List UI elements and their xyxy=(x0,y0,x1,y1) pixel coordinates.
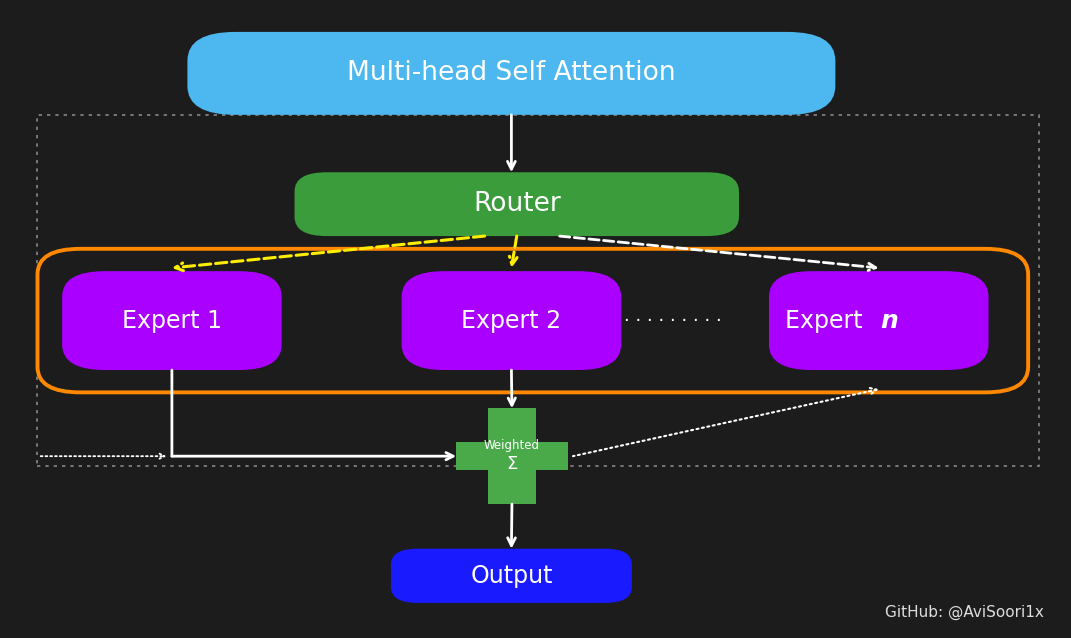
FancyBboxPatch shape xyxy=(62,271,282,370)
Text: Σ: Σ xyxy=(507,455,517,473)
Text: GitHub: @AviSoori1x: GitHub: @AviSoori1x xyxy=(886,605,1044,620)
Bar xyxy=(488,408,536,504)
Text: Weighted: Weighted xyxy=(484,440,540,452)
FancyBboxPatch shape xyxy=(295,172,739,236)
Bar xyxy=(456,442,568,470)
FancyBboxPatch shape xyxy=(402,271,621,370)
FancyBboxPatch shape xyxy=(391,549,632,603)
Text: Expert 2: Expert 2 xyxy=(462,309,561,332)
Text: Expert 1: Expert 1 xyxy=(122,309,222,332)
Bar xyxy=(37,115,1039,466)
Text: · · · · · · · · ·: · · · · · · · · · xyxy=(623,312,722,330)
Text: Expert: Expert xyxy=(785,309,870,332)
Text: Router: Router xyxy=(473,191,560,217)
Text: Output: Output xyxy=(470,564,553,588)
FancyBboxPatch shape xyxy=(769,271,989,370)
FancyBboxPatch shape xyxy=(187,32,835,115)
Text: Multi-head Self Attention: Multi-head Self Attention xyxy=(347,61,676,86)
Text: n: n xyxy=(880,309,899,332)
